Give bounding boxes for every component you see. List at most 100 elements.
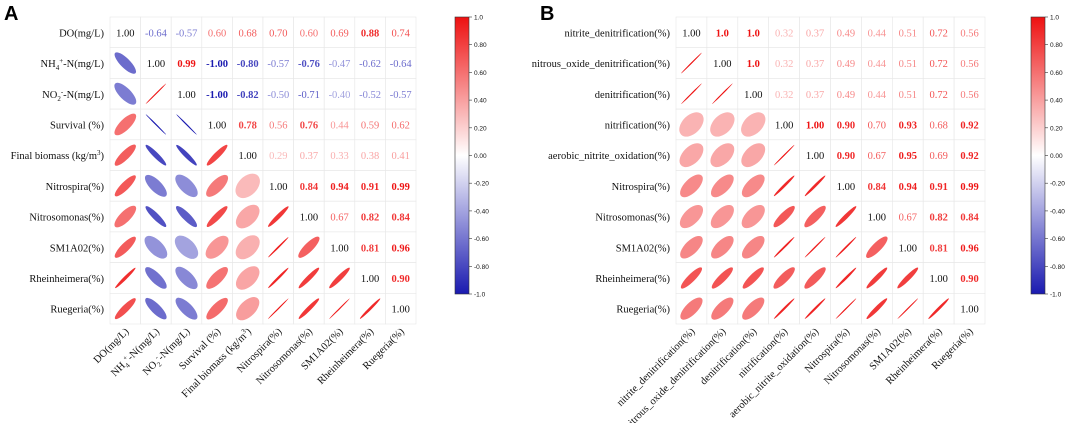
ellipse-8-2 <box>742 267 764 289</box>
col-label-rheinheimera: Rheinheimera(%) <box>316 326 377 387</box>
value-label-3-5: 0.90 <box>837 120 855 131</box>
ellipse-5-1 <box>144 174 167 197</box>
value-label-0-3: 0.32 <box>775 28 793 39</box>
ellipse-8-3 <box>773 267 795 289</box>
value-label-8-8: 1.00 <box>929 274 947 285</box>
ellipse-8-7 <box>329 267 350 289</box>
value-label-6-6: 1.00 <box>868 213 886 224</box>
label-sup: - <box>153 353 161 361</box>
label-sup: + <box>59 57 63 65</box>
label-main: Survival (%) <box>50 120 104 131</box>
colorbar-tick-label: 1.0 <box>1050 15 1059 22</box>
row-label-do-mg-l: DO(mg/L) <box>59 28 104 39</box>
value-label-3-8: 0.59 <box>361 120 379 131</box>
value-label-3-5: 0.56 <box>269 120 287 131</box>
panel-letter-a: A <box>4 3 18 25</box>
row-label-aerobic-nitrite-oxidation: aerobic_nitrite_oxidation(%) <box>548 151 670 162</box>
value-label-0-1: -0.64 <box>145 28 168 39</box>
ellipse-6-5 <box>835 206 857 227</box>
cell-1-7 <box>891 47 924 79</box>
label-main: nitrification(%) <box>605 120 671 131</box>
ellipse-9-2 <box>742 297 765 320</box>
label-sup: 3 <box>97 149 101 157</box>
colorbar-tick-label: -1.0 <box>1050 292 1062 299</box>
value-label-1-6: 0.44 <box>868 59 887 70</box>
value-label-3-9: 0.62 <box>392 120 410 131</box>
row-label-nitrosomonas: Nitrosomonas(%) <box>29 213 104 224</box>
cell-2-8 <box>922 78 955 110</box>
label-main: Nitrosomonas(%) <box>254 326 315 387</box>
cell-4-4 <box>799 139 831 171</box>
cell-4-9 <box>953 139 986 171</box>
cell-1-3 <box>768 47 800 79</box>
value-label-7-8: 0.81 <box>929 243 947 254</box>
value-label-0-7: 0.69 <box>330 28 348 39</box>
label-main: denitrification(%) <box>595 90 671 101</box>
ellipse-4-1 <box>145 144 167 166</box>
value-label-0-2: -0.57 <box>176 28 198 39</box>
label-tail: -N(mg/L) <box>63 90 104 101</box>
ellipse-9-4 <box>804 298 826 319</box>
colorbar-tick-label: 0.20 <box>474 125 487 132</box>
ellipse-6-4 <box>804 205 826 228</box>
ellipse-1-0 <box>114 52 137 74</box>
value-label-1-1: 1.00 <box>713 59 731 70</box>
value-label-3-9: 0.92 <box>960 120 978 131</box>
value-label-1-8: 0.72 <box>929 59 947 70</box>
colorbar-tick-label: 0.00 <box>474 153 487 160</box>
ellipse-9-6 <box>866 298 888 320</box>
ellipse-3-2 <box>176 114 197 135</box>
value-label-1-9: 0.56 <box>960 59 978 70</box>
value-label-1-5: 0.49 <box>837 59 855 70</box>
ellipse-3-1 <box>145 114 167 135</box>
ellipse-8-5 <box>835 267 857 289</box>
ellipse-6-5 <box>268 206 289 227</box>
cell-3-7 <box>323 108 356 141</box>
cell-2-6 <box>861 78 893 110</box>
value-label-9-9: 1.00 <box>960 305 978 316</box>
colorbar-tick-label: 0.80 <box>474 42 487 49</box>
cell-6-7 <box>891 200 924 233</box>
value-label-8-8: 1.00 <box>361 274 379 285</box>
cell-0-9 <box>385 16 417 49</box>
label-main: Ruegeria(%) <box>50 305 104 316</box>
ellipse-9-1 <box>711 297 734 320</box>
value-label-3-4: 1.00 <box>806 120 824 131</box>
cell-0-5 <box>262 16 294 49</box>
label-main: NO <box>42 90 58 101</box>
cell-2-5 <box>830 78 862 110</box>
ellipse-2-1 <box>712 83 733 105</box>
cell-5-6 <box>293 170 325 202</box>
value-label-0-7: 0.51 <box>899 28 917 39</box>
value-label-2-2: 1.00 <box>177 90 195 101</box>
cell-0-2 <box>737 16 769 49</box>
cell-1-3 <box>201 47 233 79</box>
ellipse-6-3 <box>773 205 795 228</box>
label-main: Ruegeria(%) <box>616 305 670 316</box>
cell-0-5 <box>830 16 862 49</box>
value-label-6-7: 0.67 <box>899 213 917 224</box>
label-sub: 2 <box>155 360 163 368</box>
cell-6-9 <box>953 200 986 233</box>
ellipse-9-2 <box>175 297 198 320</box>
ellipse-4-0 <box>114 144 136 166</box>
cell-4-5 <box>830 139 862 171</box>
cell-2-5 <box>262 78 294 110</box>
colorbar-tick-label: 0.40 <box>474 98 487 105</box>
value-label-2-9: -0.57 <box>390 90 412 101</box>
label-main: denitrification(%) <box>698 326 759 387</box>
ellipse-7-4 <box>235 235 260 260</box>
label-tail: ) <box>244 326 255 337</box>
value-label-3-6: 0.70 <box>868 120 886 131</box>
colorbar-tick-label: -0.40 <box>474 208 489 215</box>
value-label-2-8: 0.72 <box>929 90 947 101</box>
panel-letter-b: B <box>540 3 554 25</box>
ellipse-9-7 <box>897 298 919 319</box>
colorbar-tick-label: -0.20 <box>474 181 489 188</box>
cell-7-7 <box>323 231 356 263</box>
cell-0-1 <box>706 16 739 49</box>
cell-1-8 <box>922 47 955 79</box>
cell-1-4 <box>799 47 831 79</box>
cell-0-0 <box>109 16 141 49</box>
value-label-2-3: -1.00 <box>206 90 228 101</box>
